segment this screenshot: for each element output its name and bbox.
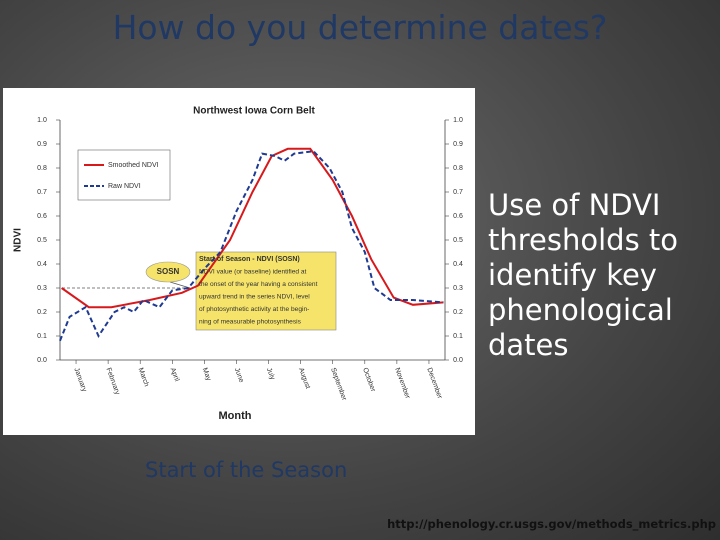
annotation-text: ning of measurable photosynthesis xyxy=(199,318,302,325)
slide-title: How do you determine dates? xyxy=(112,8,608,47)
y2-tick-label: 0.8 xyxy=(453,165,463,172)
y2-tick-label: 0.2 xyxy=(453,309,463,316)
annotation-box xyxy=(195,251,337,331)
y-tick-label: 1.0 xyxy=(37,117,47,124)
annotation-text: upward trend in the series NDVI, level xyxy=(199,293,310,300)
chart-title: Northwest Iowa Corn Belt xyxy=(193,106,315,117)
x-axis-label: Month xyxy=(219,410,252,422)
annotation-arrow xyxy=(169,281,191,289)
y2-tick-label: 0.0 xyxy=(453,357,463,364)
y-tick-label: 0.3 xyxy=(37,285,47,292)
y2-tick-label: 0.4 xyxy=(453,261,463,268)
legend-label: Smoothed NDVI xyxy=(108,162,159,169)
y-tick-label: 0.8 xyxy=(37,165,47,172)
y-tick-label: 0.7 xyxy=(37,189,47,196)
legend-label: Raw NDVI xyxy=(108,183,141,190)
source-url: http://phenology.cr.usgs.gov/methods_met… xyxy=(387,517,716,531)
y-tick-label: 0.9 xyxy=(37,141,47,148)
annotation-text: the onset of the year having a consisten… xyxy=(199,281,318,288)
y2-tick-label: 0.6 xyxy=(453,213,463,220)
x-tick-label: June xyxy=(233,367,245,384)
annotation-text: of photosynthetic activity at the begin- xyxy=(199,306,309,313)
y-tick-label: 0.5 xyxy=(37,237,47,244)
y2-tick-label: 0.1 xyxy=(453,333,463,340)
y2-tick-label: 0.5 xyxy=(453,237,463,244)
y-tick-label: 0.6 xyxy=(37,213,47,220)
y-axis-label: NDVI xyxy=(13,228,24,252)
body-text: Use of NDVI thresholds to identify key p… xyxy=(488,188,679,362)
y2-tick-label: 0.9 xyxy=(453,141,463,148)
annotation-text: NDVI value (or baseline) identified at xyxy=(199,268,307,275)
caption: Start of the Season xyxy=(145,458,348,482)
x-tick-label: April xyxy=(169,367,181,383)
annotation-oval xyxy=(145,261,191,283)
annotation-text: Start of Season - NDVI (SOSN) xyxy=(199,256,300,263)
x-tick-label: July xyxy=(265,367,276,382)
y2-tick-label: 0.7 xyxy=(453,189,463,196)
y-tick-label: 0.1 xyxy=(37,333,47,340)
legend-box xyxy=(77,149,171,201)
y-tick-label: 0.2 xyxy=(37,309,47,316)
data-line xyxy=(59,150,444,342)
y-tick-label: 0.4 xyxy=(37,261,47,268)
y2-tick-label: 1.0 xyxy=(453,117,463,124)
x-tick-label: May xyxy=(201,367,212,382)
annotation-label: SOSN xyxy=(157,267,180,276)
y2-tick-label: 0.3 xyxy=(453,285,463,292)
y-tick-label: 0.0 xyxy=(37,357,47,364)
